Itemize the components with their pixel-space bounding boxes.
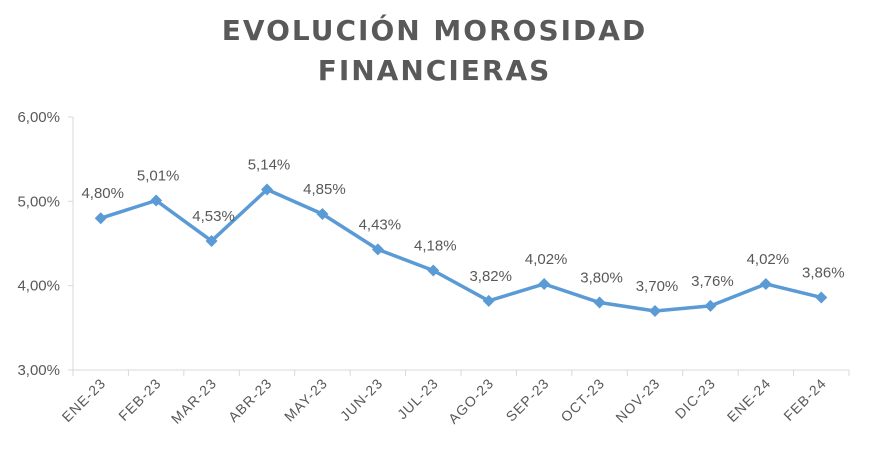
x-tick-label: MAR-23 [168,375,220,427]
data-label: 3,76% [691,273,734,290]
data-label: 4,85% [303,181,346,198]
data-point [316,207,329,220]
x-tick-label: NOV-23 [612,375,663,426]
y-tick-label: 4,00% [17,278,60,295]
data-label: 4,02% [747,251,790,268]
data-point [538,277,551,290]
x-tick-label: DIC-23 [672,375,719,422]
y-tick-label: 3,00% [17,362,60,379]
x-tick-label: OCT-23 [557,375,607,425]
data-point [371,243,384,256]
x-tick-label: MAY-23 [281,375,331,425]
data-point [205,234,218,247]
y-tick-label: 5,00% [17,193,60,210]
data-point [649,304,661,317]
data-point [94,212,107,225]
x-tick-label: ABR-23 [225,375,275,425]
x-tick-label: ENE-23 [59,375,109,425]
x-tick-label: AGO-23 [445,375,497,427]
data-label: 4,53% [192,208,235,225]
x-tick-label: JUL-23 [394,375,441,422]
x-tick-label: FEB-24 [780,375,829,424]
data-point [150,194,163,207]
data-label: 4,18% [414,237,457,254]
data-label: 4,02% [525,251,568,268]
data-point [261,183,273,196]
data-point [704,299,717,312]
data-label: 3,82% [469,268,512,285]
x-tick-label: ENE-24 [724,375,774,425]
data-point [482,294,495,307]
x-tick-label: FEB-23 [115,375,164,424]
data-label: 5,14% [248,157,291,174]
data-label: 3,70% [636,278,679,295]
data-point [593,296,606,309]
data-label: 3,80% [580,270,623,287]
chart-title-line-1: EVOLUCIÓN MOROSIDAD [221,14,648,47]
data-point [759,277,772,290]
data-label: 4,80% [81,185,124,202]
x-tick-label: JUN-23 [337,375,386,424]
data-label: 5,01% [137,167,180,184]
data-point [815,291,828,304]
data-label: 3,86% [802,264,845,281]
chart-title-line-2: FINANCIERAS [317,54,552,87]
data-label: 4,43% [359,216,402,233]
x-tick-label: SEP-23 [503,375,553,425]
data-point [427,264,440,277]
y-tick-label: 6,00% [17,109,60,126]
series-line [100,187,822,313]
